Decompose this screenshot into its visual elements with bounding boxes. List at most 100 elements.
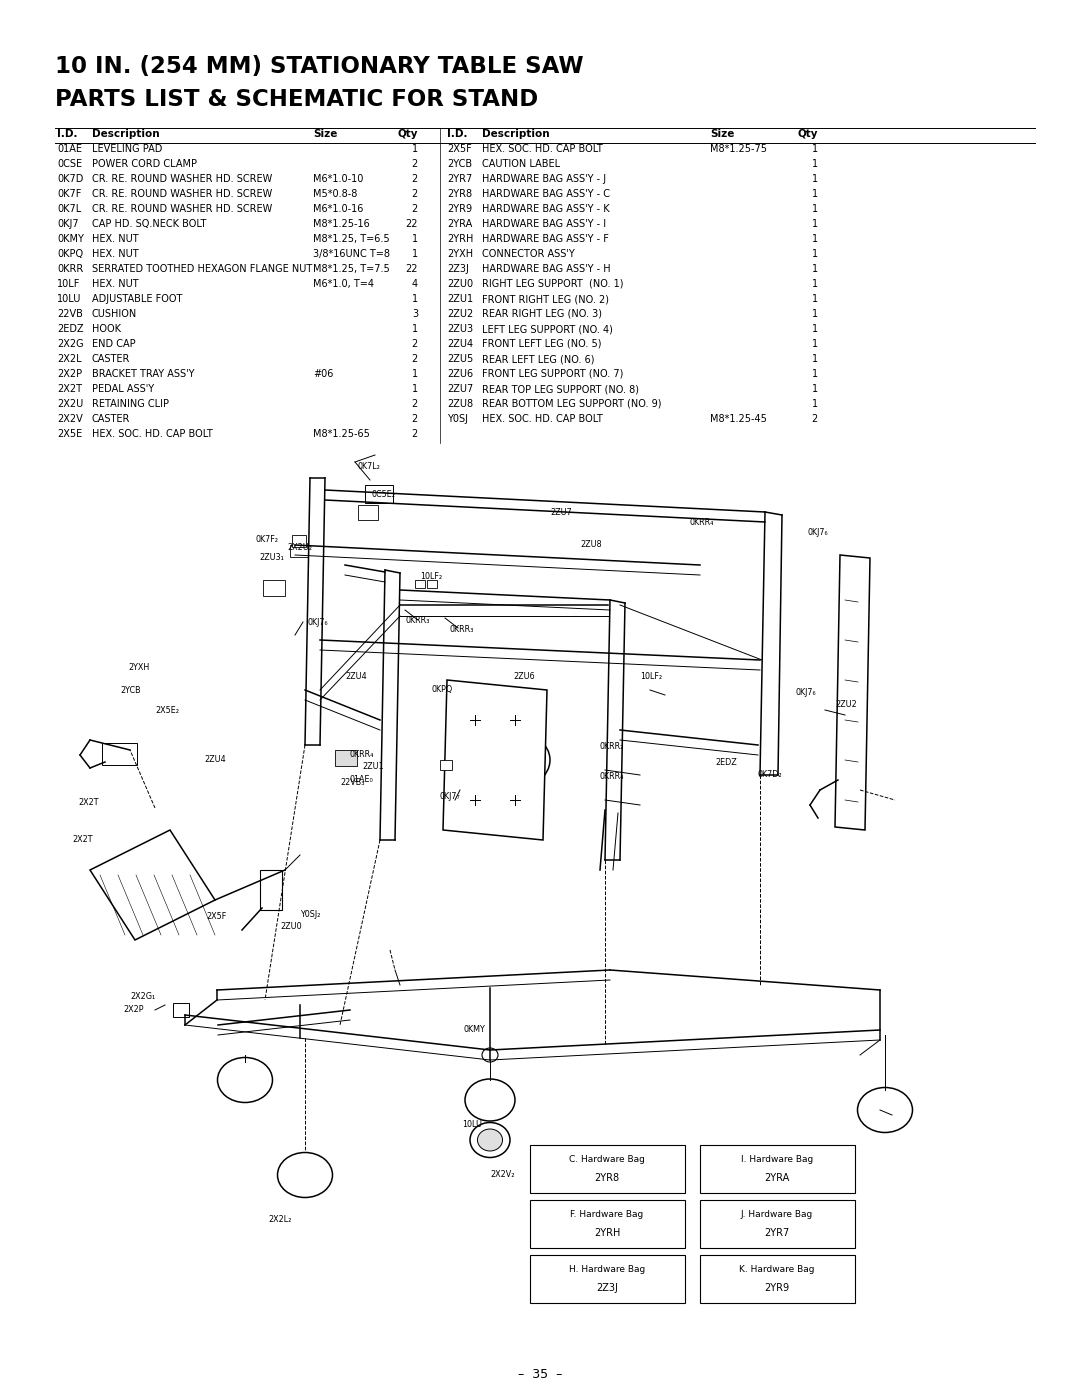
Text: 1: 1 [812, 204, 818, 214]
Text: 2: 2 [411, 204, 418, 214]
Text: M5*0.8-8: M5*0.8-8 [313, 189, 357, 198]
Text: 2ZU1: 2ZU1 [447, 293, 473, 305]
Ellipse shape [470, 1123, 510, 1158]
Text: 2: 2 [411, 159, 418, 169]
Text: 2EDZ: 2EDZ [715, 759, 737, 767]
Text: M8*1.25-65: M8*1.25-65 [313, 429, 369, 439]
Text: 01AE: 01AE [57, 144, 82, 154]
Text: CAP HD. SQ.NECK BOLT: CAP HD. SQ.NECK BOLT [92, 219, 206, 229]
Text: 0K7F₂: 0K7F₂ [256, 535, 279, 543]
Text: 1: 1 [812, 235, 818, 244]
Text: 1: 1 [812, 384, 818, 394]
Text: 10LU: 10LU [57, 293, 81, 305]
Text: 0K7F: 0K7F [57, 189, 81, 198]
Text: 0KJ7₆: 0KJ7₆ [808, 528, 828, 536]
Text: 0K7L: 0K7L [57, 204, 81, 214]
Text: 1: 1 [812, 264, 818, 274]
Text: CASTER: CASTER [92, 353, 131, 365]
Text: 1: 1 [812, 159, 818, 169]
Text: 2: 2 [411, 429, 418, 439]
Text: 2: 2 [411, 353, 418, 365]
Text: HEX. NUT: HEX. NUT [92, 249, 138, 258]
Text: Y0SJ₂: Y0SJ₂ [300, 909, 321, 919]
Text: 2X5F: 2X5F [206, 912, 226, 921]
Ellipse shape [217, 1058, 272, 1102]
Text: 2: 2 [411, 400, 418, 409]
Text: RETAINING CLIP: RETAINING CLIP [92, 400, 168, 409]
Text: PARTS LIST & SCHEMATIC FOR STAND: PARTS LIST & SCHEMATIC FOR STAND [55, 88, 538, 110]
Text: 2YRH: 2YRH [594, 1228, 620, 1238]
Text: 1: 1 [411, 144, 418, 154]
Text: 10 IN. (254 MM) STATIONARY TABLE SAW: 10 IN. (254 MM) STATIONARY TABLE SAW [55, 54, 583, 78]
Text: 2ZU4: 2ZU4 [447, 339, 473, 349]
Text: 3: 3 [411, 309, 418, 319]
Text: 2YXH: 2YXH [447, 249, 473, 258]
Text: 0K7D₂: 0K7D₂ [758, 770, 783, 780]
Bar [264, 580, 285, 597]
Text: POWER CORD CLAMP: POWER CORD CLAMP [92, 159, 197, 169]
Text: 2X2T: 2X2T [78, 798, 98, 807]
Bar [415, 580, 426, 588]
Text: 0KJ7₆: 0KJ7₆ [795, 687, 815, 697]
Text: 2X2V: 2X2V [57, 414, 83, 425]
Text: H. Hardware Bag: H. Hardware Bag [569, 1266, 645, 1274]
Bar [530, 1200, 685, 1248]
Bar [700, 1146, 855, 1193]
Text: Size: Size [313, 129, 337, 138]
Text: Y0SJ: Y0SJ [447, 414, 468, 425]
Text: 0KRR₃: 0KRR₃ [405, 616, 430, 624]
Text: 1: 1 [812, 189, 818, 198]
Text: M6*1.0-16: M6*1.0-16 [313, 204, 363, 214]
Text: 01AE₀: 01AE₀ [350, 775, 374, 784]
Bar [357, 504, 378, 520]
Text: CR. RE. ROUND WASHER HD. SCREW: CR. RE. ROUND WASHER HD. SCREW [92, 204, 272, 214]
Polygon shape [90, 830, 215, 940]
Text: HARDWARE BAG ASS'Y - C: HARDWARE BAG ASS'Y - C [482, 189, 610, 198]
Ellipse shape [858, 1087, 913, 1133]
Text: 1: 1 [812, 309, 818, 319]
Text: SERRATED TOOTHED HEXAGON FLANGE NUT: SERRATED TOOTHED HEXAGON FLANGE NUT [92, 264, 312, 274]
Text: 2YR9: 2YR9 [765, 1282, 789, 1294]
Text: 1: 1 [812, 279, 818, 289]
Text: HEX. NUT: HEX. NUT [92, 279, 138, 289]
Text: 2ZU5: 2ZU5 [447, 353, 473, 365]
Text: 10LU: 10LU [462, 1120, 482, 1129]
Text: CR. RE. ROUND WASHER HD. SCREW: CR. RE. ROUND WASHER HD. SCREW [92, 175, 272, 184]
Text: 2X2T: 2X2T [57, 384, 82, 394]
Text: #06: #06 [313, 369, 334, 379]
Text: 2ZU3: 2ZU3 [447, 324, 473, 334]
Bar [291, 545, 308, 557]
Ellipse shape [483, 740, 538, 780]
Text: 2ZU4: 2ZU4 [345, 672, 366, 680]
Text: 2ZU1: 2ZU1 [362, 761, 383, 771]
Text: 2ZU8: 2ZU8 [447, 400, 473, 409]
Text: K. Hardware Bag: K. Hardware Bag [739, 1266, 814, 1274]
Text: 2: 2 [812, 414, 818, 425]
Text: Size: Size [710, 129, 734, 138]
Text: 0KRR₄: 0KRR₄ [690, 518, 714, 527]
Text: 1: 1 [812, 353, 818, 365]
Text: 2: 2 [411, 339, 418, 349]
Text: 1: 1 [812, 400, 818, 409]
Text: 1: 1 [812, 249, 818, 258]
Text: 2X5E: 2X5E [57, 429, 82, 439]
Text: HEX. SOC. HD. CAP BOLT: HEX. SOC. HD. CAP BOLT [482, 414, 603, 425]
Ellipse shape [477, 1129, 502, 1151]
Text: 0C5E₂: 0C5E₂ [372, 490, 396, 499]
Text: CONNECTOR ASS'Y: CONNECTOR ASS'Y [482, 249, 575, 258]
Bar [292, 535, 306, 548]
Text: HARDWARE BAG ASS'Y - K: HARDWARE BAG ASS'Y - K [482, 204, 609, 214]
Text: 0KJ7₇: 0KJ7₇ [440, 792, 461, 800]
Text: 1: 1 [812, 175, 818, 184]
Text: REAR LEFT LEG (NO. 6): REAR LEFT LEG (NO. 6) [482, 353, 594, 365]
Text: 2ZU6: 2ZU6 [447, 369, 473, 379]
Ellipse shape [482, 1048, 498, 1062]
Text: 2ZU6: 2ZU6 [513, 672, 535, 680]
Text: 1: 1 [411, 324, 418, 334]
Text: 2YRA: 2YRA [765, 1173, 789, 1183]
Text: 2YR7: 2YR7 [765, 1228, 789, 1238]
Text: 2X2P: 2X2P [57, 369, 82, 379]
Text: 10LF₂: 10LF₂ [640, 672, 662, 680]
Text: 0KRR₄: 0KRR₄ [350, 750, 375, 759]
Text: LEFT LEG SUPPORT (NO. 4): LEFT LEG SUPPORT (NO. 4) [482, 324, 612, 334]
